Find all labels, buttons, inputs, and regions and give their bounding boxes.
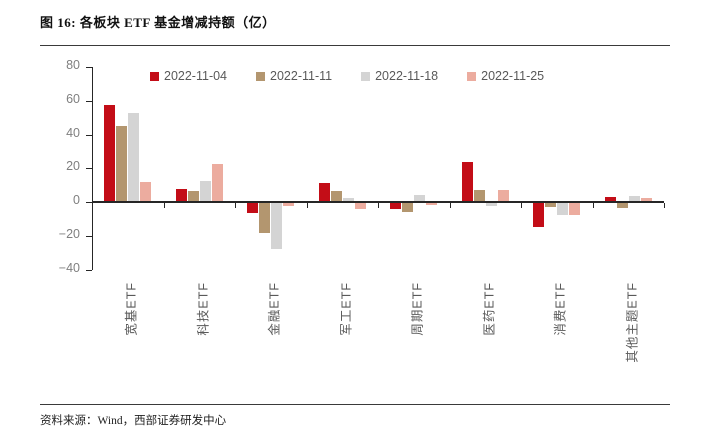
bar xyxy=(140,182,152,201)
bar xyxy=(199,180,211,201)
y-axis-tick xyxy=(86,100,92,102)
x-axis-category-label: 宽基ETF xyxy=(124,282,139,336)
y-axis-tick-label: −40 xyxy=(58,260,80,275)
x-axis-tick xyxy=(235,203,236,208)
bar xyxy=(485,203,497,206)
x-axis-tick xyxy=(521,203,522,208)
x-axis-tick xyxy=(449,203,451,208)
bar xyxy=(497,190,509,201)
legend-swatch-icon xyxy=(150,71,159,81)
x-axis-tick xyxy=(378,203,379,208)
legend-label: 2022-11-18 xyxy=(375,69,439,83)
y-axis-tick-label: 20 xyxy=(66,159,80,174)
legend-label: 2022-11-04 xyxy=(164,69,228,83)
bar xyxy=(604,196,616,201)
bar xyxy=(473,190,485,201)
bar xyxy=(342,198,354,201)
bar xyxy=(104,104,116,201)
bar xyxy=(211,163,223,201)
bar xyxy=(616,203,628,209)
x-axis-tick xyxy=(92,203,93,208)
bar xyxy=(640,197,652,201)
bar xyxy=(318,183,330,201)
bar xyxy=(628,195,640,201)
bar xyxy=(283,203,295,206)
x-axis-category-label: 其他主题ETF xyxy=(625,282,640,363)
x-axis-category-label: 科技ETF xyxy=(196,282,211,336)
y-axis-tick-label: −20 xyxy=(58,226,80,241)
chart-legend: 2022-11-04 2022-11-11 2022-11-18 2022-11-25 xyxy=(150,69,544,83)
bar xyxy=(116,125,128,201)
legend-swatch-icon xyxy=(256,71,266,81)
y-axis-tick xyxy=(86,168,92,170)
legend-item: 2022-11-11 xyxy=(256,69,332,83)
bar xyxy=(414,195,426,201)
x-axis-category-label: 金融ETF xyxy=(267,282,282,336)
x-axis-category-label: 医药ETF xyxy=(482,282,497,336)
bar xyxy=(533,203,545,227)
y-axis-tick-label: 80 xyxy=(66,58,80,72)
x-axis-tick xyxy=(664,203,665,208)
legend-label: 2022-11-25 xyxy=(481,69,545,83)
bar xyxy=(259,203,271,233)
footer-divider xyxy=(40,404,670,405)
y-axis-tick-label: 0 xyxy=(73,193,80,207)
bar xyxy=(557,203,569,215)
bar xyxy=(569,203,581,215)
y-axis-tick-label: 60 xyxy=(66,91,80,106)
bar xyxy=(271,203,283,250)
x-axis-category-label: 消费ETF xyxy=(553,282,568,336)
x-axis-tick xyxy=(592,203,594,208)
y-axis-tick xyxy=(86,235,92,237)
source-note: 资料来源：Wind，西部证券研发中心 xyxy=(40,415,227,427)
bar xyxy=(187,190,199,201)
legend-item: 2022-11-25 xyxy=(467,69,544,83)
x-axis-tick xyxy=(306,203,308,208)
title-divider xyxy=(40,45,670,46)
y-axis-tick xyxy=(86,269,92,271)
y-axis-tick xyxy=(86,202,92,203)
legend-label: 2022-11-11 xyxy=(270,69,333,83)
x-axis-tick xyxy=(163,203,165,208)
bar xyxy=(402,203,414,213)
bar xyxy=(175,189,187,201)
bar xyxy=(354,203,366,209)
bar xyxy=(390,203,402,209)
x-axis-category-label: 周期ETF xyxy=(410,282,425,336)
legend-swatch-icon xyxy=(467,71,477,81)
y-axis-tick-label: 40 xyxy=(66,125,80,140)
bar xyxy=(128,113,140,201)
x-axis-line xyxy=(92,201,664,203)
x-axis-category-label: 军工ETF xyxy=(339,282,354,336)
legend-item: 2022-11-04 xyxy=(150,69,227,83)
bar xyxy=(247,203,259,214)
bar xyxy=(545,203,557,208)
bar xyxy=(461,162,473,201)
bar xyxy=(330,190,342,201)
figure-title: 图 16: 各板块 ETF 基金增减持额（亿） xyxy=(40,15,276,30)
bar xyxy=(426,203,438,205)
legend-swatch-icon xyxy=(361,71,371,81)
legend-item: 2022-11-18 xyxy=(361,69,438,83)
y-axis-tick xyxy=(86,134,92,136)
y-axis-tick xyxy=(86,67,92,68)
y-axis-line xyxy=(92,67,93,270)
